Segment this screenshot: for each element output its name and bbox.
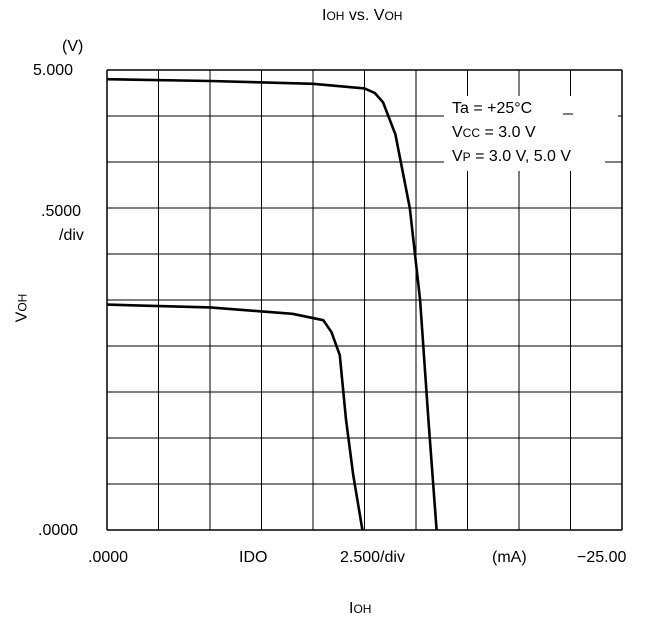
y-tick-bottom: .0000 — [38, 522, 79, 539]
annotation-vcc-pre: V — [452, 124, 463, 141]
x-tick-ido: IDO — [239, 549, 268, 566]
x-tick-left: .0000 — [88, 549, 129, 566]
annotation-background — [444, 96, 618, 171]
annotation-temperature: Ta = +25°C — [452, 100, 532, 117]
x-tick-unit: (mA) — [492, 549, 527, 566]
y-tick-mid-div: /div — [59, 227, 84, 244]
title-part-vs: vs. V — [344, 7, 385, 24]
x-tick-right: −25.00 — [577, 549, 627, 566]
annotation-vcc-post: = 3.0 V — [480, 124, 536, 141]
annotation-box: Ta = +25°C VCC = 3.0 V VP = 3.0 V, 5.0 V — [444, 96, 618, 171]
y-tick-mid-value: .5000 — [41, 203, 82, 220]
x-axis-label: IOH — [349, 601, 371, 617]
chart-title: IOH vs. VOH — [322, 8, 402, 24]
y-unit-label: (V) — [62, 38, 84, 55]
title-sub-oh: OH — [326, 9, 345, 23]
annotation-vp: VP = 3.0 V, 5.0 V — [452, 148, 571, 165]
x-label-sub: OH — [353, 602, 372, 616]
x-tick-div: 2.500/div — [340, 549, 405, 566]
x-label-main: I — [349, 600, 354, 617]
title-sub-oh-2: OH — [384, 9, 403, 23]
series-line-1 — [106, 77, 438, 531]
annotation-vcc-sub: CC — [463, 126, 481, 140]
title-part-i: I — [322, 7, 327, 24]
series-group — [106, 77, 438, 531]
y-tick-top: 5.000 — [33, 62, 74, 79]
annotation-vp-post: = 3.0 V, 5.0 V — [471, 148, 572, 165]
series-line-2 — [106, 303, 364, 531]
annotation-vcc: VCC = 3.0 V — [452, 124, 536, 141]
annotation-ta-text: Ta = +25°C — [452, 100, 532, 117]
annotation-vp-sub: P — [463, 150, 471, 164]
annotation-vp-pre: V — [452, 148, 463, 165]
